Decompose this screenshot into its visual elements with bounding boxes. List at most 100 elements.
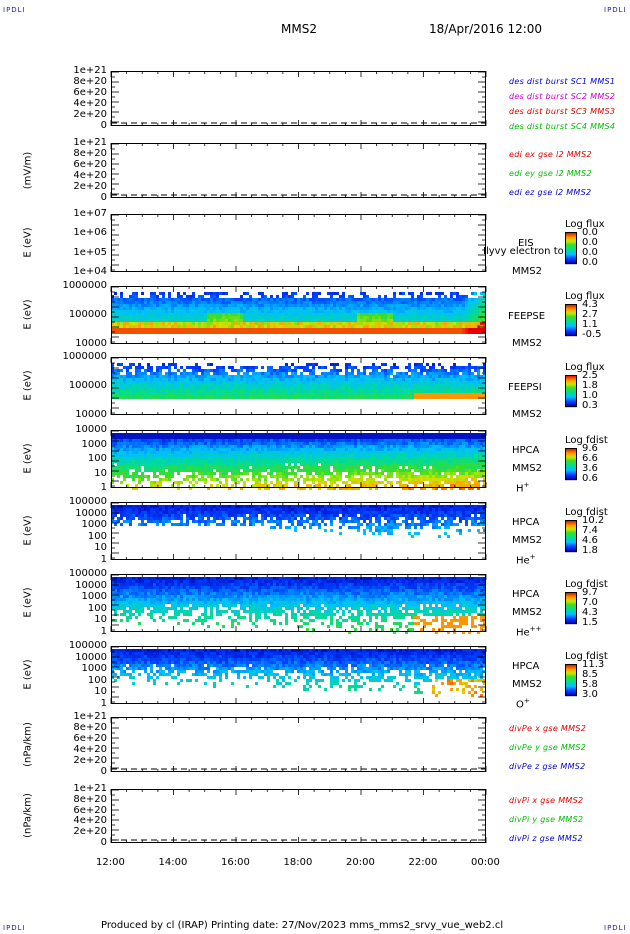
divpi-plot xyxy=(110,789,487,843)
divpe-ytick-label: 4e+20 xyxy=(73,744,107,755)
hpca-h-plot xyxy=(110,430,487,490)
hpca-he-spacecraft-label: MMS2 xyxy=(512,535,542,546)
feepse-plot xyxy=(110,286,487,344)
divpe-ytick-label: 0 xyxy=(100,766,107,777)
eis-ytick-label: 1e+07 xyxy=(73,208,107,219)
hpca-hepp-ytick-label: 10000 xyxy=(75,579,107,591)
hpca-h-ytick-label: 10000 xyxy=(75,424,107,435)
feepsi-instrument-label: FEEPSI xyxy=(508,382,542,393)
des-dist-ytick-label: 2e+20 xyxy=(73,109,107,120)
des-dist-tick-marks xyxy=(110,71,487,126)
feepse-colorbar-value: 2.7 xyxy=(582,309,598,321)
hpca-h-ytick-label: 100 xyxy=(87,453,107,464)
feepsi-colorbar-value: 1.8 xyxy=(582,380,598,392)
hpca-o-heatmap-cells xyxy=(111,649,486,697)
des-dist-frame xyxy=(111,71,486,126)
edi-ytick-label: 0 xyxy=(100,192,107,203)
hpca-hepp-species-label: He++ xyxy=(516,625,542,639)
hpca-o-ytick-label: 100 xyxy=(87,674,107,686)
eis-colorbar xyxy=(565,232,577,265)
des-dist-legend-entry: des dist burst SC4 MMS4 xyxy=(509,122,616,131)
divpe-legend-entry: divPe x gse MMS2 xyxy=(509,724,587,733)
hpca-h-ylabel: E (eV) xyxy=(22,443,34,474)
divpi-ytick-label: 2e+20 xyxy=(73,826,107,838)
hpca-he-ytick-label: 1 xyxy=(100,554,107,565)
hpca-h-ytick-label: 1 xyxy=(100,482,107,493)
hpca-h-species-charge: + xyxy=(523,481,530,489)
hpca-he-ytick-label: 1000 xyxy=(81,519,107,531)
feepse-colorbar-value: -0.5 xyxy=(582,329,602,341)
divpi-ytick-label: 0 xyxy=(100,837,107,848)
des-dist-ytick-label: 0 xyxy=(100,120,107,131)
eis-tick-marks xyxy=(110,214,487,272)
hpca-h-colorbar-value: 9.6 xyxy=(582,443,598,454)
feepse-colorbar-title: Log flux xyxy=(565,291,605,302)
time-tick-label: 14:00 xyxy=(158,857,188,868)
hpca-h-ytick-label: 1000 xyxy=(81,438,107,450)
hpca-hepp-ylabel: E (eV) xyxy=(22,587,34,618)
feepsi-colorbar-title: Log flux xyxy=(565,362,605,373)
hpca-o-colorbar-value: 8.5 xyxy=(582,669,598,681)
time-tick-label: 12:00 xyxy=(96,857,125,868)
feepse-ytick-label: 10000 xyxy=(75,338,107,349)
hpca-o-species-label: O+ xyxy=(516,697,530,711)
hpca-hepp-colorbar-value: 4.3 xyxy=(582,607,598,619)
eis-ytick-label: 1e+06 xyxy=(73,227,107,239)
hpca-hepp-colorbar-title: Log fdist xyxy=(565,579,608,590)
eis-overlay-label: Ilyvy electron to xyxy=(483,246,564,257)
hpca-he-tick-marks xyxy=(110,502,487,560)
hpca-hepp-colorbar-value: 9.7 xyxy=(582,587,598,598)
feepsi-ytick-label: 100000 xyxy=(68,380,107,391)
divpi-frame xyxy=(111,789,486,843)
hpca-h-instrument-label: HPCA xyxy=(512,445,540,456)
hpca-he-ytick-label: 100000 xyxy=(68,496,107,507)
divpi-ytick-label: 6e+20 xyxy=(73,804,107,816)
eis-ytick-label: 1e+05 xyxy=(73,246,107,258)
divpi-ylabel: (nPa/km) xyxy=(22,793,34,838)
hpca-he-plot xyxy=(110,502,487,560)
eis-plot xyxy=(110,214,487,272)
divpe-ylabel: (nPa/km) xyxy=(22,721,34,767)
divpi-ytick-label: 1e+21 xyxy=(73,783,107,794)
divpi-legend-entry: divPi y gse MMS2 xyxy=(509,815,584,824)
hpca-h-ytick-label: 10 xyxy=(94,467,107,479)
hpca-hepp-ytick-label: 100 xyxy=(87,602,107,614)
hpca-o-colorbar-title: Log fdist xyxy=(565,651,608,662)
hpca-he-ytick-label: 10 xyxy=(94,542,107,554)
hpca-he-species-label: He+ xyxy=(516,553,536,567)
des-dist-ytick-label: 6e+20 xyxy=(73,87,107,98)
feepse-instrument-label: FEEPSE xyxy=(508,311,546,322)
hpca-hepp-ytick-label: 10 xyxy=(94,614,107,626)
hpca-o-colorbar xyxy=(565,664,577,697)
hpca-he-colorbar-value: 4.6 xyxy=(582,535,598,547)
hpca-o-colorbar-value: 3.0 xyxy=(582,689,598,701)
hpca-he-colorbar-value: 7.4 xyxy=(582,525,598,537)
des-dist-ytick-label: 8e+20 xyxy=(73,76,107,87)
hpca-hepp-ytick-label: 1 xyxy=(100,626,107,637)
feepsi-colorbar-value: 0.3 xyxy=(582,400,598,412)
hpca-hepp-ytick-label: 1000 xyxy=(81,591,107,603)
hpca-hepp-heatmap-cells xyxy=(111,577,486,634)
eis-colorbar-value: 0.0 xyxy=(582,227,598,238)
hpca-o-tick-marks xyxy=(110,646,487,704)
divpe-ytick-label: 6e+20 xyxy=(73,733,107,744)
feepsi-ytick-label: 10000 xyxy=(75,409,107,420)
time-tick-label: 18:00 xyxy=(283,857,313,868)
eis-colorbar-title: Log flux xyxy=(565,219,605,230)
hpca-he-colorbar-value: 1.8 xyxy=(582,545,598,557)
feepse-spacecraft-label: MMS2 xyxy=(512,338,542,349)
hpca-o-plot xyxy=(110,646,487,704)
corner-label-top-right: IPDLI xyxy=(604,6,627,14)
edi-legend-entry: edi ex gse l2 MMS2 xyxy=(509,150,592,159)
edi-ytick-label: 2e+20 xyxy=(73,181,107,192)
corner-label-top-left: IPDLI xyxy=(3,6,26,14)
feepsi-colorbar xyxy=(565,375,577,408)
feepsi-ylabel: E (eV) xyxy=(22,370,34,401)
divpe-ytick-label: 1e+21 xyxy=(73,711,107,722)
feepsi-spacecraft-label: MMS2 xyxy=(512,409,542,420)
divpe-legend-entry: divPe z gse MMS2 xyxy=(509,762,586,771)
feepse-heatmap-cells xyxy=(111,292,486,334)
feepsi-ytick-label: 1000000 xyxy=(62,351,107,362)
hpca-hepp-colorbar-value: 7.0 xyxy=(582,597,598,609)
hpca-he-colorbar-value: 10.2 xyxy=(582,515,605,526)
